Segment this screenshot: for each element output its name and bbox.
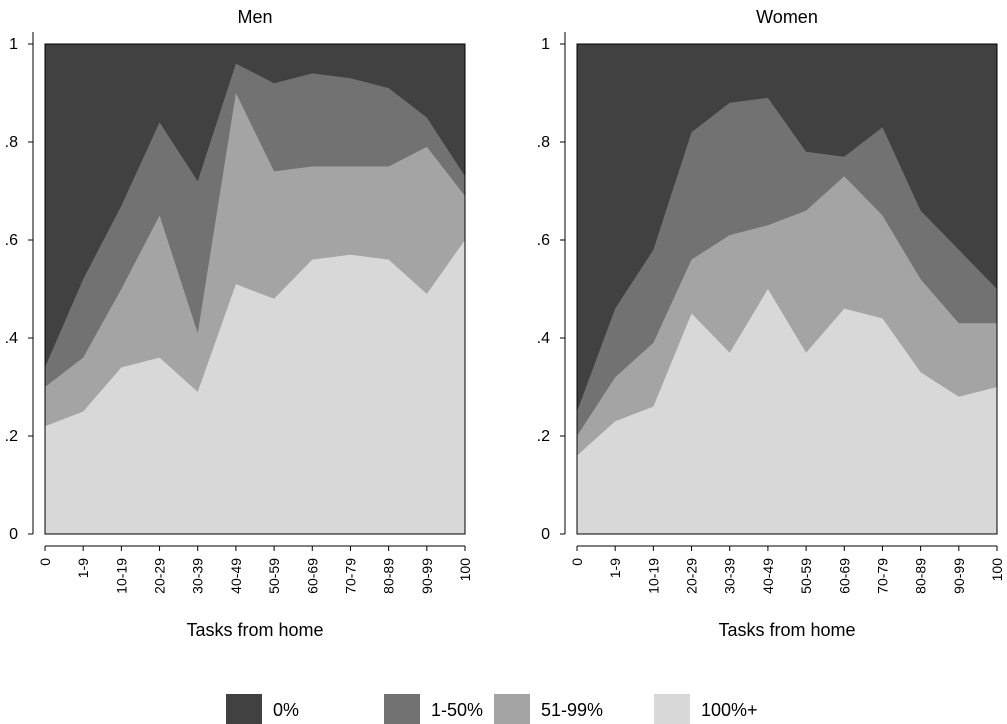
y-tick-label: .8 <box>537 134 550 151</box>
area-100 <box>45 240 465 534</box>
y-tick-label: .4 <box>5 330 18 347</box>
legend-swatch-1-50 <box>384 694 420 724</box>
x-tick-label: 70-79 <box>342 558 358 594</box>
x-tick-label: 0 <box>37 558 53 566</box>
x-tick-label: 40-49 <box>228 558 244 594</box>
x-tick-label: 0 <box>569 558 585 566</box>
y-tick-label: .2 <box>5 428 18 445</box>
x-tick-label: 60-69 <box>836 558 852 594</box>
x-tick-label: 90-99 <box>419 558 435 594</box>
plot-border <box>576 43 998 535</box>
legend-label-51-99: 51-99% <box>541 700 603 720</box>
legend-label-1-50: 1-50% <box>431 700 483 720</box>
y-tick-label: .6 <box>537 232 550 249</box>
x-tick-label: 100 <box>989 558 1005 582</box>
legend-swatch-0 <box>226 694 262 724</box>
y-tick-label: 0 <box>541 526 550 543</box>
x-tick-label: 20-29 <box>684 558 700 594</box>
y-tick-label: 1 <box>9 36 18 53</box>
legend-swatch-100 <box>654 694 690 724</box>
chart-title: Men <box>237 7 272 27</box>
x-tick-label: 10-19 <box>645 558 661 594</box>
x-tick-label: 80-89 <box>913 558 929 594</box>
x-tick-label: 20-29 <box>152 558 168 594</box>
chart-panel-women: Women 0 .2 .4 .6 .8 1 0 1-9 10-19 20-29 30-39 40-49 5… <box>537 7 1005 640</box>
x-tick-label: 50-59 <box>798 558 814 594</box>
plot-border <box>44 43 466 535</box>
y-tick-label: .6 <box>5 232 18 249</box>
area-100 <box>577 289 997 534</box>
x-tick-label: 10-19 <box>113 558 129 594</box>
legend-swatch-51-99 <box>494 694 530 724</box>
x-tick-label: 60-69 <box>304 558 320 594</box>
x-tick-label: 100 <box>457 558 473 582</box>
x-tick-label: 1-9 <box>75 558 91 578</box>
x-tick-label: 80-89 <box>381 558 397 594</box>
x-tick-label: 30-39 <box>722 558 738 594</box>
x-tick-label: 1-9 <box>607 558 623 578</box>
legend: 0% 1-50% 51-99% 100%+ <box>226 694 758 724</box>
legend-label-0: 0% <box>273 700 299 720</box>
y-tick-label: .4 <box>537 330 550 347</box>
x-tick-label: 40-49 <box>760 558 776 594</box>
chart-title: Women <box>756 7 818 27</box>
y-tick-label: 1 <box>541 36 550 53</box>
x-axis-title: Tasks from home <box>718 620 855 640</box>
x-tick-label: 90-99 <box>951 558 967 594</box>
y-tick-label: .2 <box>537 428 550 445</box>
legend-label-100: 100%+ <box>701 700 758 720</box>
y-tick-label: 0 <box>9 526 18 543</box>
chart-panel-men: Men 0 .2 .4 .6 .8 1 0 1-9 10-19 20-29 30-39 40-49 50-… <box>5 7 473 640</box>
y-tick-label: .8 <box>5 134 18 151</box>
x-tick-label: 70-79 <box>874 558 890 594</box>
x-axis-title: Tasks from home <box>186 620 323 640</box>
x-tick-label: 30-39 <box>190 558 206 594</box>
x-tick-label: 50-59 <box>266 558 282 594</box>
